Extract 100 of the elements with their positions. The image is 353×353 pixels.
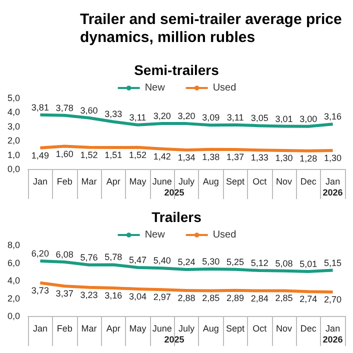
x-tick-label: June	[152, 324, 172, 334]
x-tick-label: May	[129, 176, 147, 186]
data-label: 3,37	[56, 288, 74, 299]
chart-title: Semi-trailers	[134, 62, 220, 78]
data-label: 3,23	[80, 290, 98, 300]
data-label: 1,37	[226, 152, 244, 162]
text: 2025	[164, 188, 184, 198]
data-label: 2,85	[275, 293, 293, 304]
data-label: 5,25	[226, 256, 244, 267]
data-label: 1,60	[56, 148, 74, 159]
data-label: 2,97	[153, 292, 171, 302]
x-tick-label: Apr	[106, 176, 120, 186]
data-label: 1,52	[128, 150, 146, 160]
y-tick-label: 2,0	[7, 136, 20, 146]
data-label: 1,49	[31, 150, 49, 160]
data-label: 1,30	[275, 153, 293, 164]
x-tick-label: Feb	[56, 176, 72, 186]
data-label: 3,11	[129, 112, 146, 122]
y-tick-label: 3,0	[7, 121, 20, 132]
data-label: 1,30	[324, 153, 342, 164]
data-label: 1,42	[153, 151, 171, 162]
data-label: 3,09	[202, 112, 220, 123]
x-tick-label: Jan	[326, 324, 340, 334]
data-label: 2,84	[250, 293, 268, 304]
y-tick-label: 5,0	[7, 93, 20, 103]
data-label: 5,76	[80, 252, 98, 262]
data-label: 5,01	[300, 259, 318, 270]
data-label: 3,33	[104, 109, 122, 120]
data-label: 1,38	[202, 152, 220, 162]
y-tick-label: 6,0	[7, 258, 20, 268]
y-tick-label: 4,0	[7, 107, 20, 118]
data-label: 2,89	[226, 292, 244, 303]
x-tick-label: Aug	[202, 324, 219, 334]
x-tick-label: Jan	[32, 176, 48, 186]
data-label: 2,70	[324, 294, 342, 305]
data-label: 3,81	[31, 102, 49, 112]
x-tick-label: Mar	[81, 324, 97, 334]
x-tick-label: July	[178, 324, 195, 334]
data-label: 5,78	[104, 252, 122, 262]
data-label: 3,04	[128, 292, 146, 302]
legend-label: Used	[212, 82, 236, 94]
data-label: 5,47	[128, 254, 146, 265]
x-tick-label: Nov	[276, 176, 293, 186]
x-tick-label: Oct	[252, 176, 268, 186]
text: 2026	[322, 188, 343, 198]
data-label: 1,28	[300, 153, 318, 164]
data-label: 1,33	[250, 152, 268, 163]
x-tick-label: Jan	[32, 324, 48, 334]
x-tick-label: Dec	[300, 176, 317, 186]
data-label: 3,16	[104, 290, 122, 300]
y-tick-label: 0,0	[7, 311, 20, 321]
legend-label: Used	[212, 230, 236, 240]
data-label: 3,60	[80, 105, 98, 116]
data-label: 5,24	[178, 256, 196, 267]
data-label: 5,15	[324, 258, 342, 268]
x-tick-label: Oct	[252, 324, 268, 334]
data-label: 2,74	[300, 294, 318, 304]
x-tick-label: Dec	[300, 324, 317, 334]
text: 2025	[164, 334, 184, 344]
data-label: 3,20	[153, 111, 171, 122]
data-label: 2,88	[178, 292, 196, 303]
x-tick-label: Apr	[106, 324, 120, 334]
x-tick-label: Mar	[81, 176, 97, 186]
legend-label: New	[144, 82, 166, 94]
data-label: 1,52	[80, 150, 98, 160]
data-label: 3,16	[324, 112, 342, 122]
data-label: 3,05	[250, 113, 268, 124]
x-tick-label: Aug	[202, 176, 219, 186]
x-tick-label: Jan	[326, 176, 340, 186]
data-label: 6,08	[56, 250, 74, 260]
data-label: 3,73	[31, 285, 49, 296]
y-tick-label: 1,0	[7, 150, 20, 160]
data-label: 5,40	[153, 256, 171, 266]
data-label: 3,01	[275, 114, 293, 124]
data-label: 5,30	[202, 256, 220, 266]
chart-title: Trailers	[152, 209, 202, 225]
data-label: 3,11	[226, 112, 244, 122]
data-label: 5,08	[275, 258, 293, 268]
data-label: 1,34	[178, 152, 196, 162]
x-tick-label: Nov	[276, 324, 293, 334]
x-tick-label: July	[178, 176, 195, 186]
x-tick-label: May	[129, 324, 147, 334]
x-tick-label: June	[152, 176, 172, 186]
data-label: 5,12	[250, 258, 268, 268]
x-tick-label: Sept	[226, 324, 246, 334]
data-label: 3,78	[56, 102, 74, 113]
x-tick-label: Sept	[226, 176, 246, 186]
data-label: 6,20	[31, 248, 49, 258]
data-label: 3,00	[300, 114, 318, 124]
x-tick-label: Feb	[56, 324, 72, 334]
text: 2026	[322, 334, 343, 344]
y-tick-label: 0,0	[7, 164, 20, 174]
y-tick-label: 2,0	[7, 293, 20, 304]
y-tick-label: 4,0	[7, 276, 20, 286]
data-label: 3,20	[178, 111, 196, 122]
data-label: 2,85	[202, 293, 220, 304]
legend-label: New	[144, 230, 166, 240]
y-tick-label: 8,0	[7, 240, 20, 250]
data-label: 1,51	[104, 150, 122, 160]
text: Trailer and semi-trailer average price dynamics, million rubles	[79, 10, 343, 48]
